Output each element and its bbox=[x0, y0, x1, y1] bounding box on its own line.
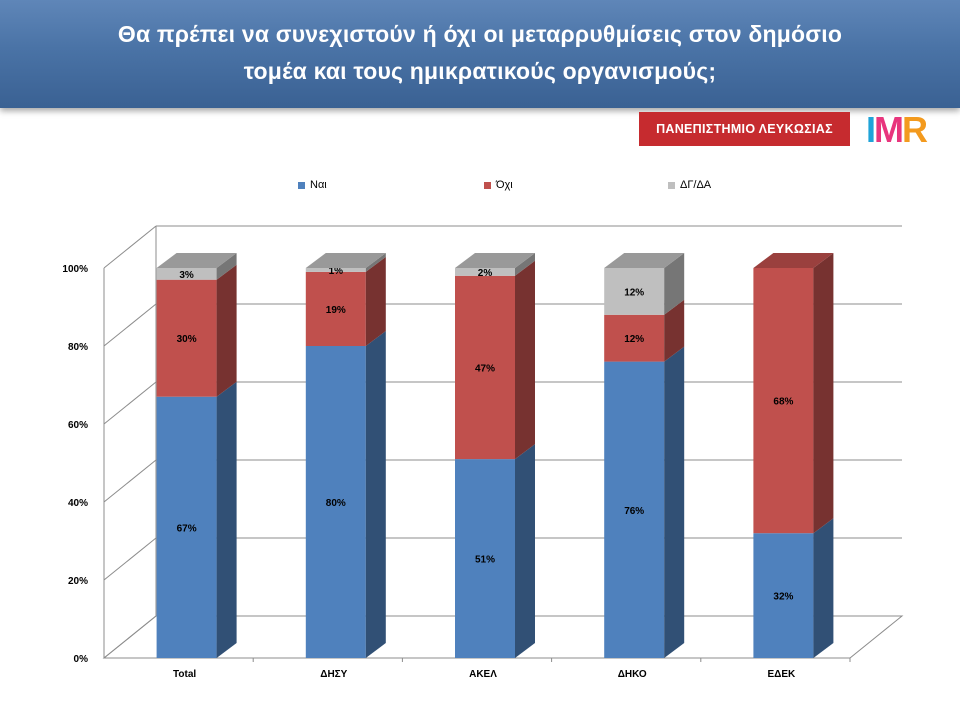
x-tick-label: ΑΚΕΛ bbox=[469, 669, 497, 680]
bar-segment-side bbox=[813, 253, 834, 534]
data-label: 76% bbox=[624, 506, 644, 517]
bar-segment bbox=[305, 268, 366, 272]
x-tick-label: ΔΗΚΟ bbox=[618, 669, 647, 680]
bar-segment bbox=[604, 314, 665, 362]
imr-logo-m: M bbox=[874, 109, 902, 148]
title-banner: Θα πρέπει να συνεχιστούν ή όχι οι μεταρρ… bbox=[0, 0, 960, 108]
y-tick-label: 0% bbox=[74, 654, 89, 665]
bar-segment bbox=[455, 459, 515, 658]
imr-logo-i: I bbox=[866, 109, 874, 148]
side-gridline bbox=[103, 381, 157, 425]
bar-segment bbox=[753, 533, 814, 658]
legend-item: Όχι bbox=[484, 179, 513, 191]
y-tick-label: 100% bbox=[62, 264, 88, 275]
slide-title-line-2: τομέα και τους ημικρατικούς οργανισμούς; bbox=[243, 58, 717, 84]
university-logo: ΠΑΝΕΠΙΣΤΗΜΙΟ ΛΕΥΚΩΣΙΑΣ bbox=[639, 112, 850, 146]
bar-top-face bbox=[305, 253, 386, 268]
bar-top-face bbox=[753, 253, 834, 268]
data-label: 68% bbox=[773, 397, 793, 408]
bar-segment-side bbox=[664, 253, 685, 315]
y-tick-label: 20% bbox=[68, 576, 88, 587]
side-gridline bbox=[103, 225, 157, 269]
x-tick-label: ΕΔΕΚ bbox=[768, 669, 797, 680]
bar-segment bbox=[305, 346, 366, 658]
legend-item: Ναι bbox=[298, 179, 327, 191]
y-tick-label: 40% bbox=[68, 498, 88, 509]
side-gridline bbox=[103, 459, 157, 503]
data-label: 12% bbox=[624, 287, 644, 298]
slide-title: Θα πρέπει να συνεχιστούν ή όχι οι μεταρρ… bbox=[40, 16, 920, 90]
bar-segment-side bbox=[515, 253, 535, 276]
imr-logo: IMR bbox=[866, 109, 930, 148]
imr-logo-r: R bbox=[902, 109, 928, 148]
bar-segment bbox=[753, 268, 814, 534]
bar-top-face bbox=[156, 253, 237, 268]
bar-segment-side bbox=[216, 264, 237, 397]
bar-segment bbox=[156, 396, 217, 658]
slide-title-line-1: Θα πρέπει να συνεχιστούν ή όχι οι μεταρρ… bbox=[117, 21, 843, 47]
bar-segment bbox=[156, 279, 217, 397]
x-tick-label: ΔΗΣΥ bbox=[320, 669, 347, 680]
data-label: 80% bbox=[326, 498, 346, 509]
bar-segment-side bbox=[813, 518, 834, 658]
data-label: 51% bbox=[475, 555, 495, 566]
bar-segment-side bbox=[515, 444, 535, 658]
legend-swatch bbox=[298, 181, 305, 189]
y-tick-label: 80% bbox=[68, 342, 88, 353]
chart-floor bbox=[102, 615, 904, 659]
bar-segment bbox=[156, 268, 217, 280]
bar-segment-side bbox=[216, 253, 237, 280]
data-label: 2% bbox=[478, 268, 493, 279]
legend-swatch bbox=[484, 181, 491, 189]
bar-segment bbox=[604, 268, 665, 315]
bar-segment-side bbox=[664, 299, 685, 362]
legend-item: ΔΓ/ΔΑ bbox=[668, 179, 711, 191]
data-label: 67% bbox=[177, 523, 197, 534]
data-label: 1% bbox=[329, 266, 344, 277]
bar-segment bbox=[455, 275, 515, 460]
bar-segment-side bbox=[365, 256, 386, 346]
data-label: 3% bbox=[179, 270, 194, 281]
side-gridline bbox=[103, 537, 157, 581]
y-tick-label: 60% bbox=[68, 420, 88, 431]
legend-label: Ναι bbox=[310, 179, 327, 191]
imr-logo-text: IMR bbox=[866, 109, 928, 148]
legend-label: Όχι bbox=[496, 179, 513, 191]
data-label: 19% bbox=[326, 305, 346, 316]
bar-segment-side bbox=[365, 253, 386, 272]
bar-segment bbox=[455, 268, 515, 276]
bar-segment-side bbox=[365, 331, 386, 658]
bar-top-face bbox=[455, 253, 535, 268]
data-label: 32% bbox=[773, 592, 793, 603]
side-gridline bbox=[103, 303, 157, 347]
bar-segment bbox=[604, 361, 665, 658]
legend-swatch bbox=[668, 181, 675, 189]
bar-segment bbox=[305, 271, 366, 346]
data-label: 47% bbox=[475, 363, 495, 374]
bar-segment-side bbox=[216, 381, 237, 658]
bar-segment-side bbox=[515, 260, 535, 460]
legend-label: ΔΓ/ΔΑ bbox=[680, 179, 712, 191]
bar-top-face bbox=[604, 253, 685, 268]
data-label: 12% bbox=[624, 334, 644, 345]
data-label: 30% bbox=[177, 334, 197, 345]
x-tick-label: Total bbox=[173, 669, 196, 680]
bar-segment-side bbox=[664, 346, 685, 658]
